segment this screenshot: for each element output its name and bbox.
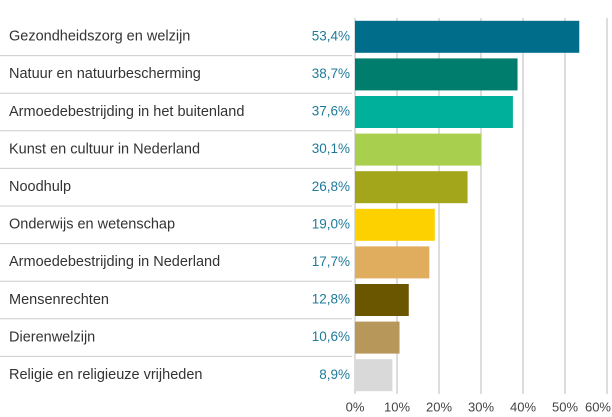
x-tick-label: 50% bbox=[552, 399, 578, 414]
category-label: Armoedebestrijding in het buitenland bbox=[9, 104, 244, 120]
category-label: Natuur en natuurbescherming bbox=[9, 66, 201, 82]
bar bbox=[355, 284, 409, 316]
category-label: Mensenrechten bbox=[9, 292, 109, 308]
category-label: Kunst en cultuur in Nederland bbox=[9, 141, 200, 157]
bar bbox=[355, 96, 513, 128]
x-tick-label: 10% bbox=[384, 399, 410, 414]
value-label: 10,6% bbox=[312, 329, 350, 344]
value-label: 30,1% bbox=[312, 141, 350, 156]
value-label: 19,0% bbox=[312, 216, 350, 231]
bar bbox=[355, 20, 580, 53]
bar bbox=[355, 359, 393, 392]
value-label: 37,6% bbox=[312, 104, 350, 119]
category-label: Dierenwelzijn bbox=[9, 329, 95, 345]
bar bbox=[355, 208, 435, 241]
x-tick-label: 20% bbox=[426, 399, 452, 414]
category-label: Onderwijs en wetenschap bbox=[9, 217, 175, 233]
category-label: Noodhulp bbox=[9, 179, 71, 195]
bar bbox=[355, 321, 400, 354]
x-tick-label: 30% bbox=[468, 399, 494, 414]
bar bbox=[355, 246, 430, 279]
bar bbox=[355, 58, 518, 91]
value-label: 8,9% bbox=[319, 367, 350, 382]
value-label: 53,4% bbox=[312, 28, 350, 43]
value-label: 17,7% bbox=[312, 254, 350, 269]
bar bbox=[355, 171, 468, 204]
value-label: 26,8% bbox=[312, 179, 350, 194]
value-label: 38,7% bbox=[312, 66, 350, 81]
category-label: Armoedebestrijding in Nederland bbox=[9, 254, 220, 270]
value-label: 12,8% bbox=[312, 292, 350, 307]
x-tick-label: 60% bbox=[585, 399, 611, 414]
x-tick-label: 40% bbox=[510, 399, 536, 414]
x-tick-label: 0% bbox=[346, 399, 365, 414]
category-label: Gezondheidszorg en welzijn bbox=[9, 29, 190, 45]
bar bbox=[355, 133, 482, 166]
category-label: Religie en religieuze vrijheden bbox=[9, 367, 202, 383]
